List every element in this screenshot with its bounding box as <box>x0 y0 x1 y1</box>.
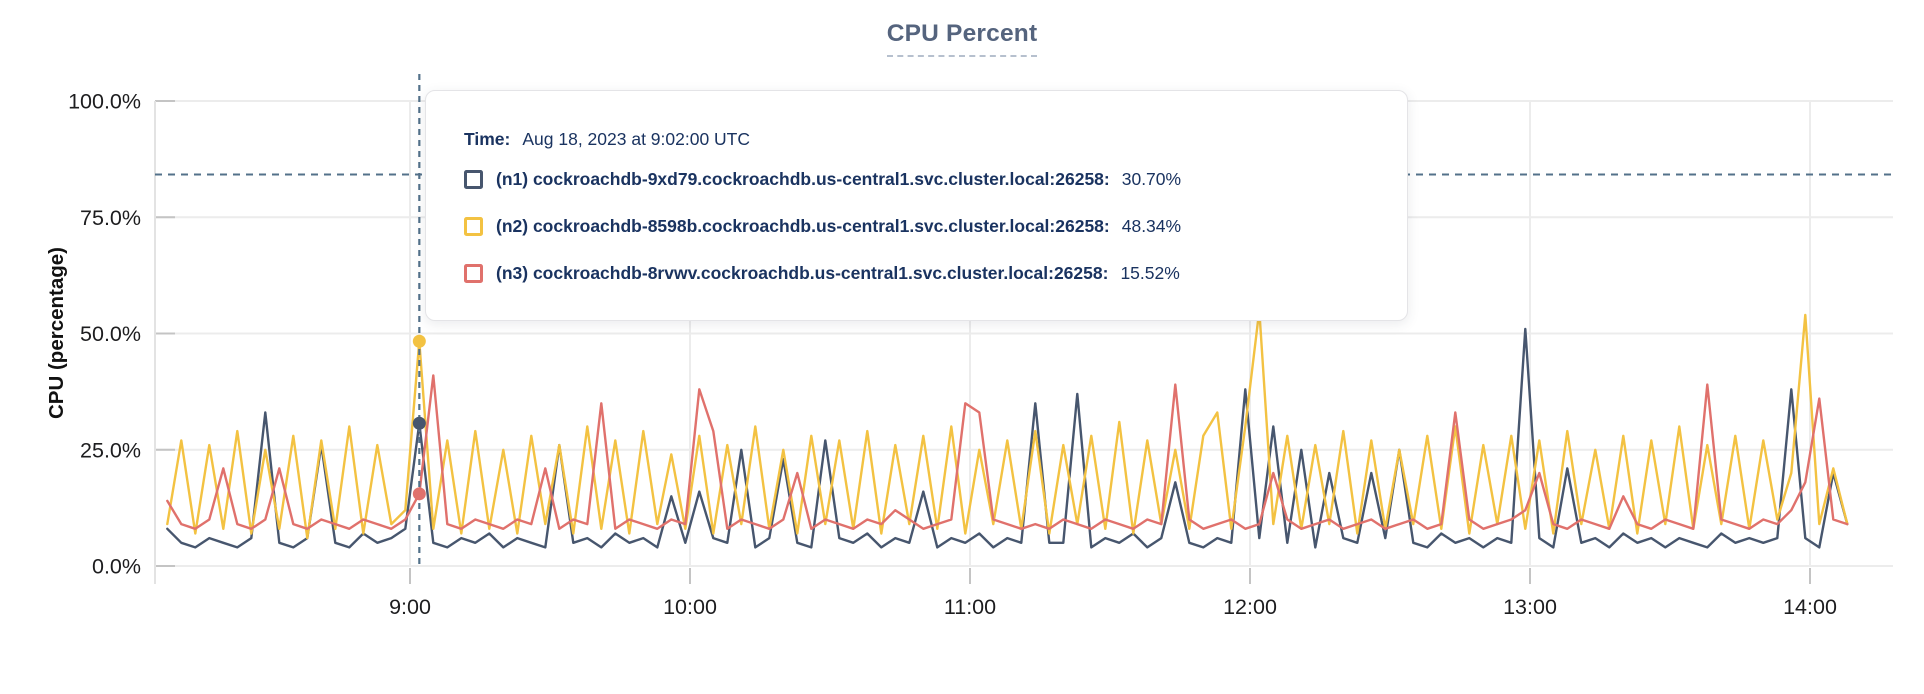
hover-point-n2 <box>412 334 426 348</box>
hover-point-n3 <box>412 487 426 501</box>
x-tick-label: 10:00 <box>663 595 717 619</box>
series-n1-label: (n1) cockroachdb-9xd79.cockroachdb.us-ce… <box>496 168 1110 189</box>
series-n2-label: (n2) cockroachdb-8598b.cockroachdb.us-ce… <box>496 215 1110 236</box>
y-tick-label: 25.0% <box>80 438 141 462</box>
series-line-n3 <box>166 374 1849 530</box>
x-tick-label: 13:00 <box>1503 595 1557 619</box>
series-n3-color-swatch <box>464 263 483 283</box>
series-line-n1 <box>166 327 1849 549</box>
tooltip-legend: (n1) cockroachdb-9xd79.cockroachdb.us-ce… <box>464 167 1371 285</box>
series-n1-value: 30.70% <box>1121 168 1182 189</box>
y-tick-label: 100.0% <box>68 90 141 114</box>
y-tick-label: 50.0% <box>80 322 141 346</box>
y-tick-label: 75.0% <box>80 206 141 230</box>
tooltip-time-value: Aug 18, 2023 at 9:02:00 UTC <box>522 129 751 149</box>
series-n3-label: (n3) cockroachdb-8rvwv.cockroachdb.us-ce… <box>496 262 1109 283</box>
tooltip-time-row: Time: Aug 18, 2023 at 9:02:00 UTC <box>464 129 1371 149</box>
tooltip-series-row-n3: (n3) cockroachdb-8rvwv.cockroachdb.us-ce… <box>464 261 1371 285</box>
x-tick-label: 14:00 <box>1783 595 1837 619</box>
x-tick-label: 11:00 <box>944 595 996 619</box>
x-tick-label: 9:00 <box>389 595 431 619</box>
y-tick-label: 0.0% <box>92 555 141 579</box>
y-axis-title: CPU (percentage) <box>45 247 68 419</box>
x-tick-label: 12:00 <box>1223 595 1277 619</box>
tooltip-series-row-n1: (n1) cockroachdb-9xd79.cockroachdb.us-ce… <box>464 167 1371 191</box>
tooltip-series-row-n2: (n2) cockroachdb-8598b.cockroachdb.us-ce… <box>464 214 1371 238</box>
series-n2-value: 48.34% <box>1121 215 1182 236</box>
series-n2-color-swatch <box>464 216 483 236</box>
chart-header: CPU Percent <box>0 20 1924 57</box>
chart-title: CPU Percent <box>886 20 1038 57</box>
hover-point-n1 <box>412 416 426 430</box>
tooltip-time-label: Time: <box>464 129 511 149</box>
series-n3-value: 15.52% <box>1120 262 1180 283</box>
series-n1-color-swatch <box>464 169 483 189</box>
chart-hover-tooltip: Time: Aug 18, 2023 at 9:02:00 UTC (n1) co… <box>425 90 1408 321</box>
series-line-n2 <box>166 309 1849 540</box>
